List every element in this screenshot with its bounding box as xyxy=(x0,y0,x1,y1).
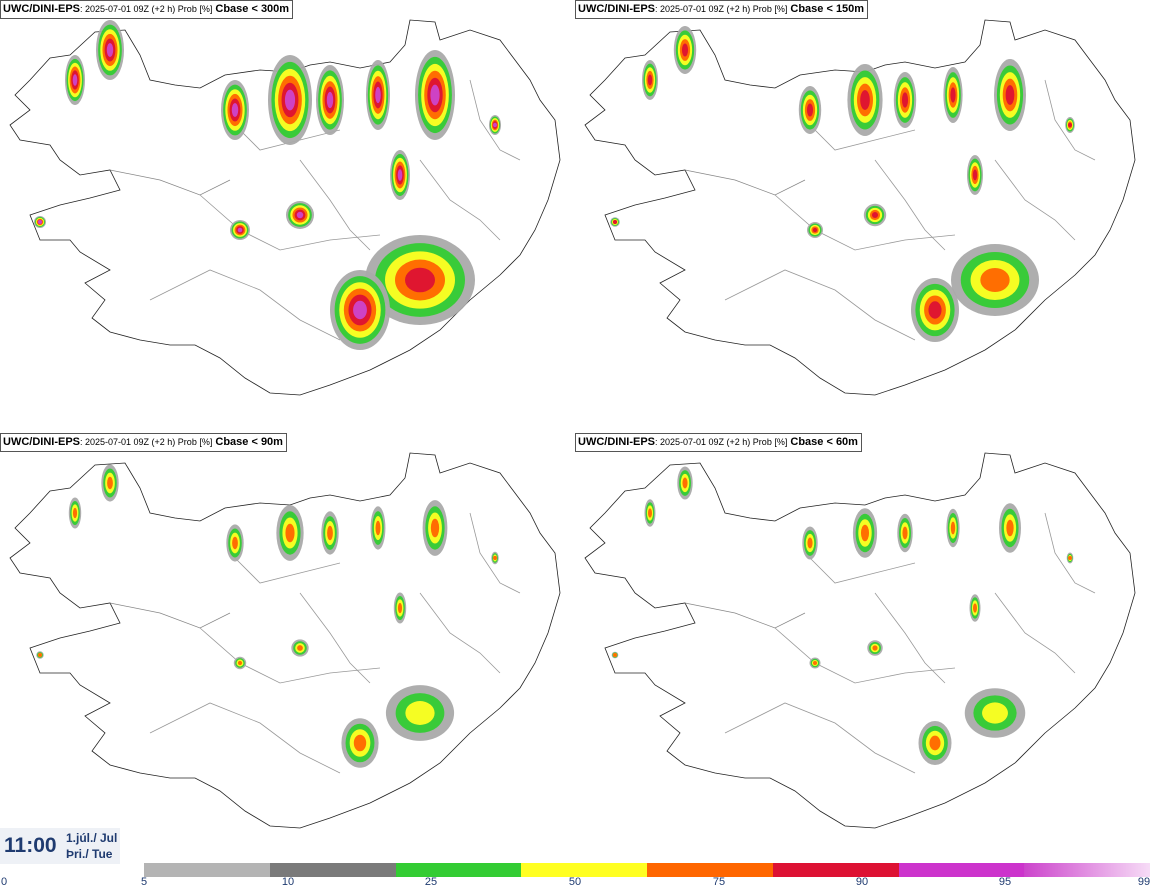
probability-contour xyxy=(237,227,243,233)
probability-contour xyxy=(232,536,238,550)
probability-contour xyxy=(860,524,870,542)
colorbar-tick-label: 50 xyxy=(568,876,582,888)
probability-map xyxy=(9,452,561,829)
map-panel-90m: UWC/DINI-EPS: 2025-07-01 09Z (+2 h) Prob… xyxy=(0,433,575,863)
probability-contour xyxy=(901,92,909,108)
probability-contour xyxy=(860,90,870,110)
colorbar-segment xyxy=(1024,863,1150,877)
colorbar-tick-label: 10 xyxy=(281,876,295,888)
probability-map xyxy=(584,19,1136,396)
probability-contour xyxy=(106,43,114,57)
probability-contour xyxy=(813,661,817,665)
colorbar-tick-label: 5 xyxy=(140,876,148,888)
probability-contour xyxy=(493,122,497,128)
probability-contour xyxy=(493,555,497,561)
probability-contour xyxy=(231,103,239,117)
colorbar-segment xyxy=(772,863,899,877)
probability-contour xyxy=(681,43,689,57)
probability-contour xyxy=(613,653,617,657)
probability-contour xyxy=(871,211,879,219)
valid-date: 1.júl./ Jul xyxy=(66,831,118,845)
probability-contour xyxy=(237,660,243,666)
probability-contour xyxy=(647,74,653,86)
probability-contour xyxy=(980,268,1010,292)
probability-contour xyxy=(1068,122,1072,128)
probability-map xyxy=(584,452,1136,829)
valid-time: 11:00 xyxy=(4,834,57,857)
probability-contour xyxy=(430,518,440,538)
probability-contour xyxy=(972,169,978,181)
probability-contour xyxy=(72,507,78,519)
colorbar-segment xyxy=(898,863,1025,877)
probability-contour xyxy=(285,523,295,543)
probability-contour xyxy=(950,87,956,103)
map-panel-150m: UWC/DINI-EPS: 2025-07-01 09Z (+2 h) Prob… xyxy=(575,0,1150,430)
probability-contour xyxy=(326,91,334,109)
colorbar-tick-label: 25 xyxy=(424,876,438,888)
probability-contour xyxy=(807,537,813,549)
probability-contour xyxy=(107,476,113,490)
probability-contour xyxy=(613,220,617,224)
probability-contour xyxy=(648,508,652,518)
probability-contour xyxy=(284,89,296,111)
probability-contour xyxy=(430,84,440,106)
probability-contour xyxy=(405,701,435,725)
probability-contour xyxy=(872,645,878,651)
colorbar-segment xyxy=(144,863,271,877)
probability-contour xyxy=(397,169,403,181)
colorbar-segment xyxy=(395,863,522,877)
panel-title: UWC/DINI-EPS: 2025-07-01 09Z (+2 h) Prob… xyxy=(0,433,287,452)
colorbar-segment xyxy=(521,863,648,877)
probability-contour xyxy=(1006,519,1014,537)
colorbar-tick-label: 0 xyxy=(0,876,8,888)
map-panel-60m: UWC/DINI-EPS: 2025-07-01 09Z (+2 h) Prob… xyxy=(575,433,1150,863)
probability-contour xyxy=(1005,85,1015,105)
probability-contour xyxy=(296,211,304,219)
panel-title: UWC/DINI-EPS: 2025-07-01 09Z (+2 h) Prob… xyxy=(575,0,869,19)
colorbar-segment xyxy=(269,863,396,877)
panel-title: UWC/DINI-EPS: 2025-07-01 09Z (+2 h) Prob… xyxy=(0,0,294,19)
probability-contour xyxy=(38,220,42,224)
panel-title: UWC/DINI-EPS: 2025-07-01 09Z (+2 h) Prob… xyxy=(575,433,862,452)
probability-contour xyxy=(353,734,367,752)
probability-contour xyxy=(375,520,381,536)
probability-contour xyxy=(38,653,42,657)
probability-contour xyxy=(950,521,956,535)
probability-contour xyxy=(1068,556,1072,560)
probability-contour xyxy=(297,645,303,651)
coastline xyxy=(584,452,1136,829)
probability-contour xyxy=(973,603,977,613)
colorbar-tick-label: 99 xyxy=(1137,876,1150,888)
colorbar-segment xyxy=(647,863,774,877)
probability-contour xyxy=(72,74,78,86)
valid-time-box: 11:00 1.júl./ Jul Þri./ Tue xyxy=(0,828,120,864)
probability-contour xyxy=(902,526,908,540)
colorbar xyxy=(144,863,1150,877)
colorbar-tick-label: 90 xyxy=(855,876,869,888)
probability-contour xyxy=(375,86,381,104)
colorbar-tick-label: 95 xyxy=(998,876,1012,888)
probability-contour xyxy=(806,103,814,117)
valid-weekday: Þri./ Tue xyxy=(66,847,113,861)
probability-contour xyxy=(682,477,688,489)
probability-contour xyxy=(405,267,435,293)
probability-contour xyxy=(327,525,333,541)
probability-contour xyxy=(812,227,818,233)
probability-contour xyxy=(982,702,1008,724)
probability-contour xyxy=(353,300,367,320)
map-panel-300m: UWC/DINI-EPS: 2025-07-01 09Z (+2 h) Prob… xyxy=(0,0,575,430)
probability-contour xyxy=(397,602,403,614)
probability-contour xyxy=(928,301,942,319)
colorbar-tick-label: 75 xyxy=(712,876,726,888)
probability-contour xyxy=(929,735,941,751)
probability-map xyxy=(9,19,561,396)
